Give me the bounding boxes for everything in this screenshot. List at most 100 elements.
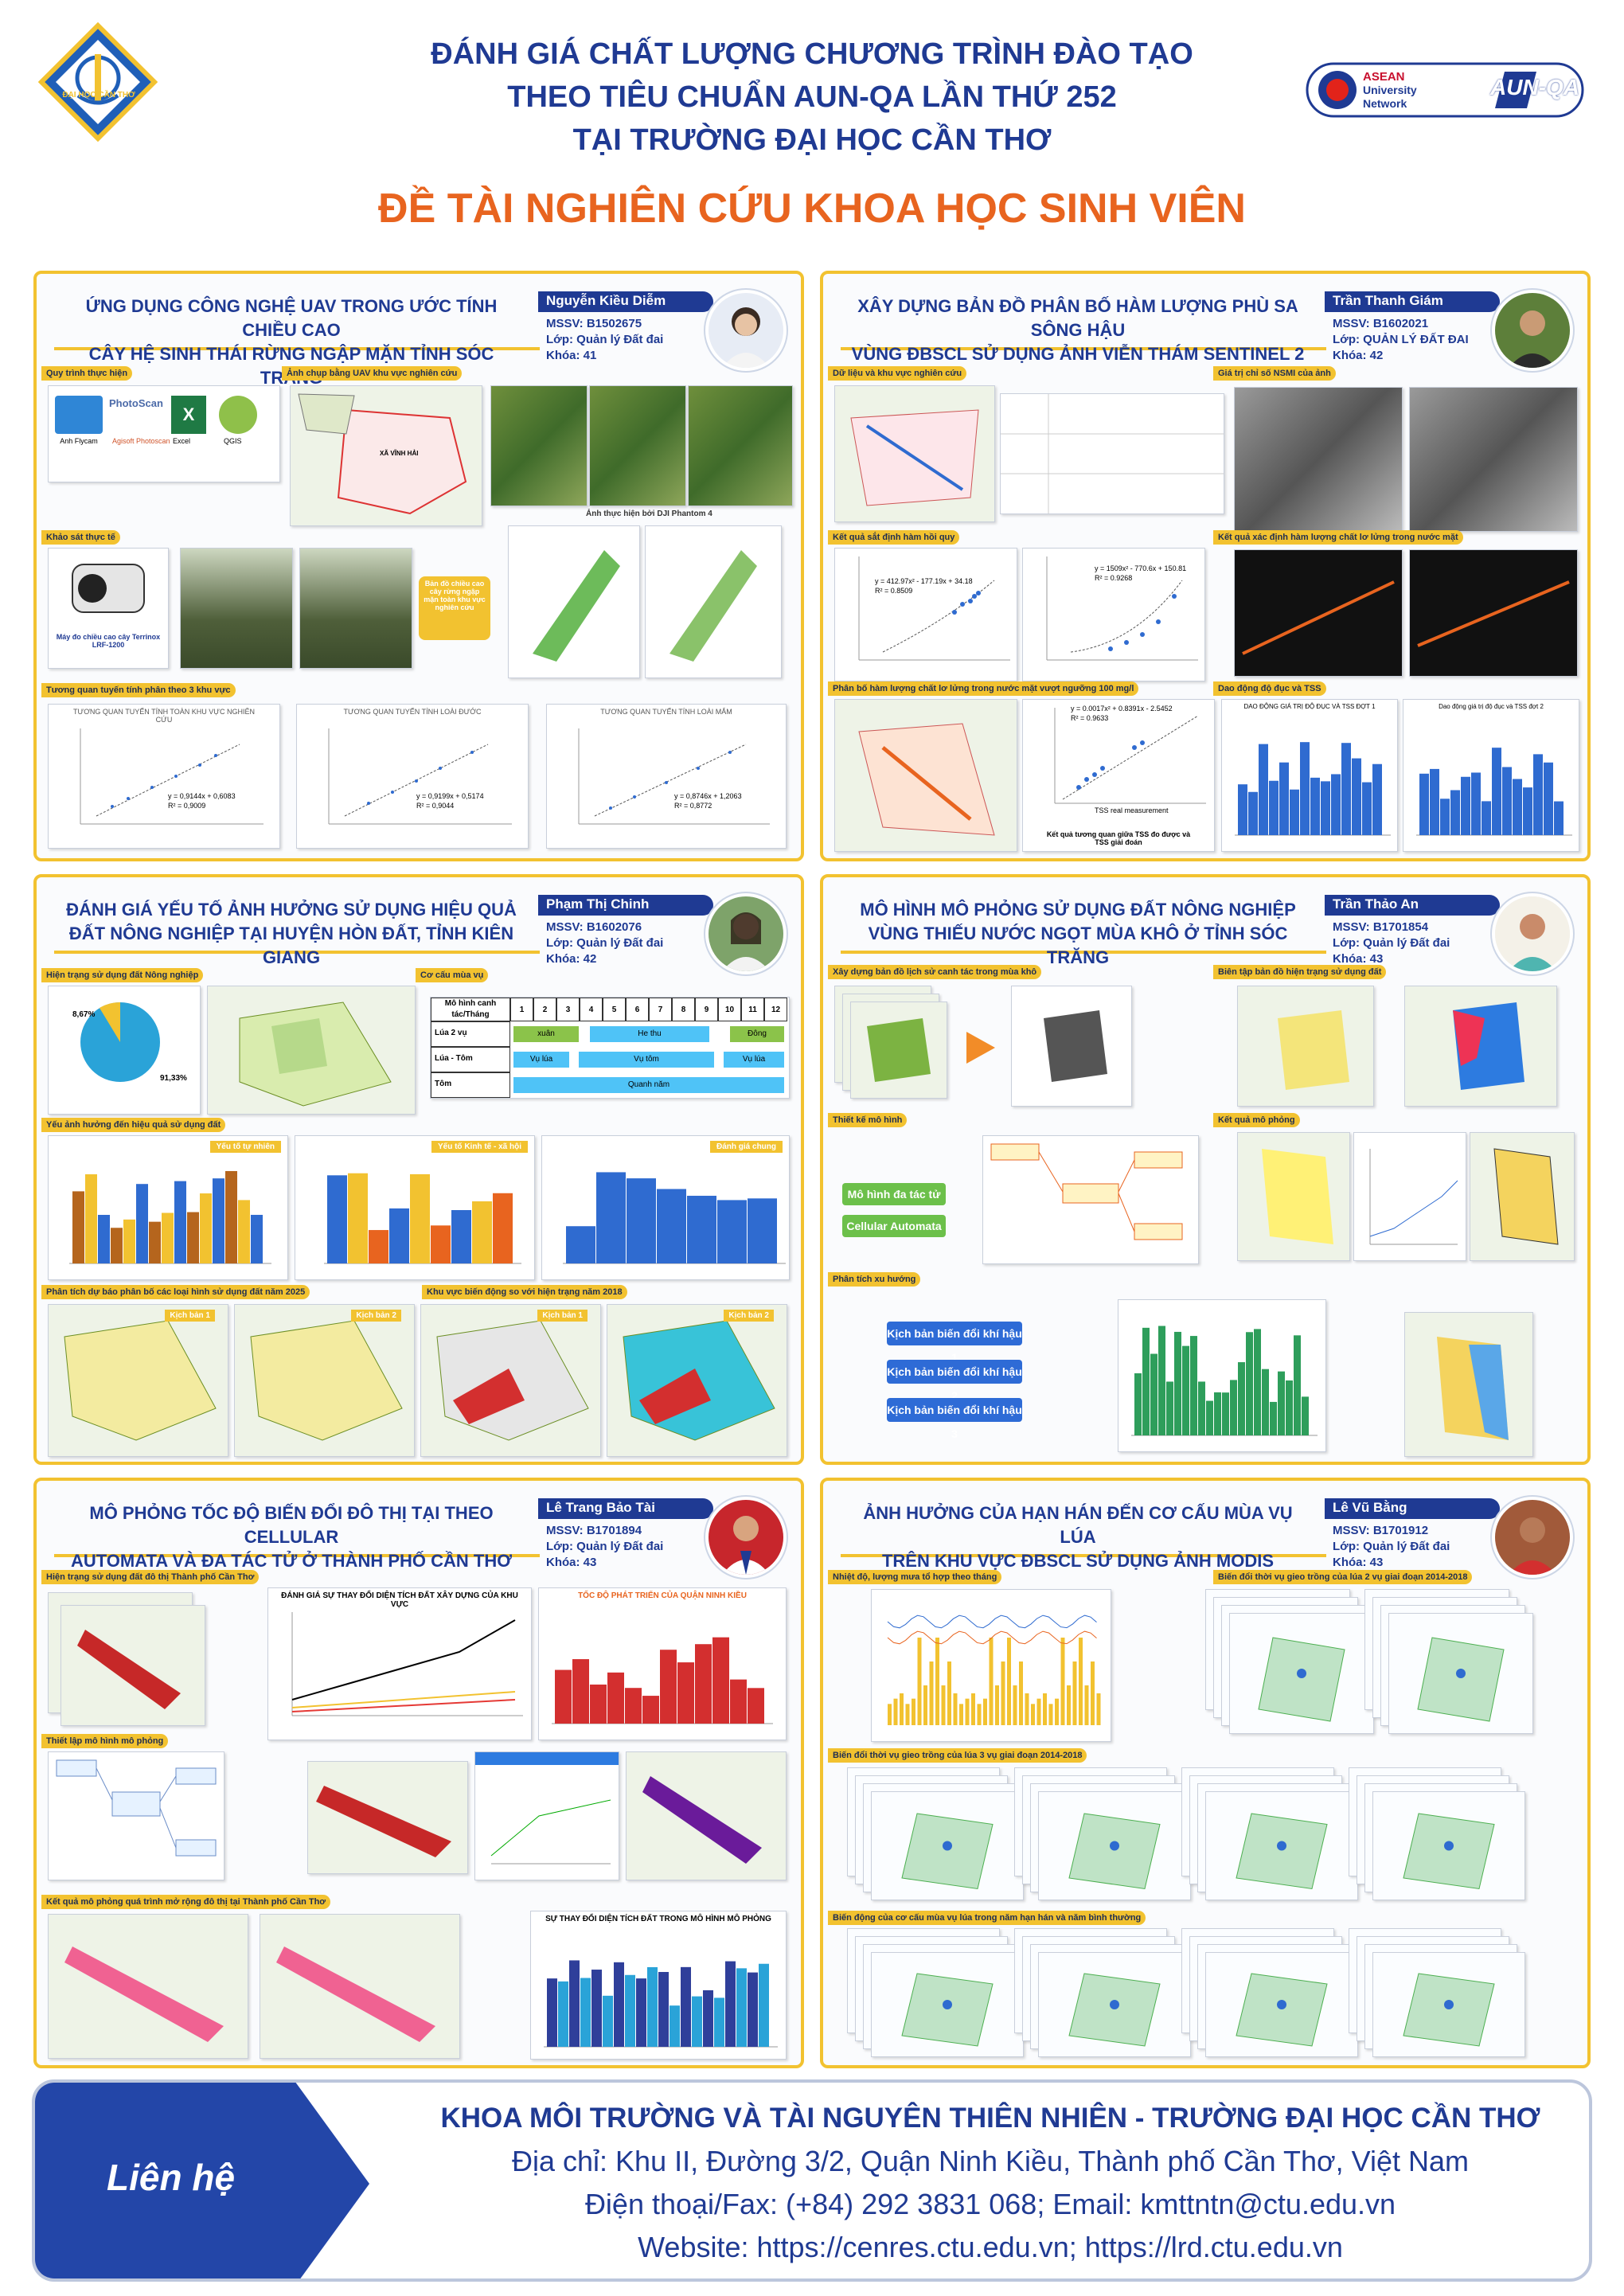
bar xyxy=(965,1698,970,1725)
author-class: Lớp: Quản lý Đất đai xyxy=(546,1540,664,1553)
month-cell: 5 xyxy=(603,998,626,1021)
bar xyxy=(1091,1661,1095,1725)
bar xyxy=(703,1989,713,2047)
bar xyxy=(1262,1369,1269,1435)
bar xyxy=(410,1173,430,1263)
section-label: Dữ liệu và khu vực nghiên cứu xyxy=(828,366,967,381)
bar xyxy=(1269,780,1279,835)
bar xyxy=(1019,1661,1023,1725)
bar xyxy=(905,1704,910,1725)
ctu-logo-text: ĐẠI HỌC CẦN THƠ xyxy=(62,91,135,100)
workflow-step: Agisoft Photoscan xyxy=(112,437,170,445)
table-row-label: Lúa 2 vụ xyxy=(431,1021,510,1047)
month-cell: 12 xyxy=(764,998,787,1021)
result-map xyxy=(260,1914,460,2059)
bar xyxy=(1198,1381,1205,1435)
phone-email[interactable]: Điện thoại/Fax: (+84) 292 3831 068; Emai… xyxy=(584,2188,1396,2220)
bar xyxy=(725,1961,736,2047)
map-thumbnail xyxy=(1205,1952,1358,2057)
chart-title: TƯƠNG QUAN TUYẾN TÍNH TOÀN KHU VỰC NGHIÊ… xyxy=(73,708,255,724)
model-button[interactable]: Mô hình đa tác tử xyxy=(842,1183,946,1205)
panel-uav-height: ỨNG DỤNG CÔNG NGHỆ UAV TRONG ƯỚC TÍNH CH… xyxy=(33,271,804,861)
chart-title: TƯƠNG QUAN TUYẾN TÍNH LOÀI ĐƯỚC xyxy=(343,708,482,716)
map-thumbnail xyxy=(1205,1791,1358,1900)
trend-map xyxy=(1404,1312,1533,1457)
bar xyxy=(1286,1380,1293,1435)
panel-drought-rice: ẢNH HƯỞNG CỦA HẠN HÁN ĐẾN CƠ CẤU MÙA VỤ … xyxy=(820,1478,1591,2068)
scenario-button[interactable]: Kịch bản biến đổi khí hậu 3 xyxy=(887,1398,1022,1440)
asean-line-1: ASEAN xyxy=(1363,70,1405,84)
table-row-label: Tôm xyxy=(431,1072,510,1098)
rangefinder-photo: Máy đo chiều cao cây Terrinox LRF-1200 xyxy=(48,548,169,669)
chart-title: TỐC ĐỘ PHÁT TRIỂN CỦA QUẬN NINH KIỀU xyxy=(578,1591,747,1600)
section-label: Kết quả xác định hàm lượng chất lơ lửng … xyxy=(1213,530,1463,545)
bar xyxy=(657,1189,686,1263)
map-callout: Bản đồ chiều cao cây rừng ngập mặn toàn … xyxy=(419,576,490,640)
bar xyxy=(1279,762,1289,835)
section-label: Hiện trạng sử dụng đất Nông nghiệp xyxy=(41,968,204,982)
bar xyxy=(736,1968,747,2047)
model-diagram xyxy=(982,1135,1199,1264)
author-class: Lớp: Quản lý Đất đai xyxy=(1333,936,1450,950)
simulation-map xyxy=(307,1761,468,1874)
bar xyxy=(607,1672,624,1724)
scatter-chart: TƯƠNG QUAN TUYẾN TÍNH LOÀI MẮM y = 0,874… xyxy=(546,704,787,849)
author-name: Trần Thảo An xyxy=(1333,896,1419,912)
bar xyxy=(187,1212,199,1263)
scenario-button[interactable]: Kịch bản biến đổi khí hậu 2 xyxy=(887,1360,1022,1402)
series-line xyxy=(887,1615,1097,1629)
month-cell: 6 xyxy=(626,998,649,1021)
section-label: Xây dựng bản đồ lịch sử canh tác trong m… xyxy=(828,965,1042,979)
bar xyxy=(1238,784,1247,835)
bar xyxy=(1341,743,1351,835)
author-cohort: Khóa: 42 xyxy=(1333,349,1384,362)
bar xyxy=(1254,1329,1261,1435)
bar xyxy=(1430,768,1439,835)
website-links[interactable]: Website: https://cenres.ctu.edu.vn; http… xyxy=(638,2231,1343,2263)
bar xyxy=(72,1191,84,1263)
bar xyxy=(748,1198,777,1263)
bar xyxy=(959,1704,963,1725)
bar xyxy=(348,1173,368,1263)
panel-title: MÔ HÌNH MÔ PHỎNG SỬ DỤNG ĐẤT NÔNG NGHIỆP… xyxy=(860,900,1296,967)
section-label: Yếu ảnh hưởng đến hiệu quả sử dụng đất xyxy=(41,1118,226,1132)
address: Địa chỉ: Khu II, Đường 3/2, Quận Ninh Ki… xyxy=(512,2145,1469,2177)
map-thumbnail xyxy=(871,1791,1024,1900)
uav-photo xyxy=(688,385,793,506)
model-button[interactable]: Cellular Automata xyxy=(842,1215,946,1237)
bar xyxy=(714,1997,724,2047)
section-label: Hiện trạng sử dụng đất đô thị Thành phố … xyxy=(41,1570,260,1584)
factor-chart: Yếu tố Kinh tế - xã hội xyxy=(295,1135,535,1280)
equation: y = 412.97x² - 177.19x + 34.18 xyxy=(875,577,973,585)
bar xyxy=(1310,777,1320,835)
scatter-chart: TƯƠNG QUAN TUYẾN TÍNH LOÀI ĐƯỚC y = 0,91… xyxy=(296,704,529,849)
bar xyxy=(547,1978,557,2047)
workflow-step: Anh Flycam xyxy=(60,437,98,445)
bar xyxy=(681,1966,691,2047)
simulation-map xyxy=(1470,1132,1575,1261)
scenario-label: Kịch bản 2 xyxy=(724,1310,774,1322)
asean-line-2: University xyxy=(1363,84,1417,96)
section-label: Quy trình thực hiện xyxy=(41,366,133,381)
bar xyxy=(1055,1698,1059,1725)
bar xyxy=(1060,1638,1065,1725)
author-block: Phạm Thị Chinh MSSV: B1602076 Lớp: Quản … xyxy=(538,893,801,974)
map-thumbnail xyxy=(1038,1952,1191,2057)
regression-chart: y = 1509x² - 770.6x + 150.81 R² = 0.9268 xyxy=(1022,548,1205,681)
r-squared: R² = 0,8772 xyxy=(674,802,712,810)
change-map: Kịch bản 2 xyxy=(607,1304,787,1457)
turbidity-chart: Dao động giá trị độ đục và TSS đợt 2 xyxy=(1403,699,1579,852)
footer-contact: Liên hệ KHOA MÔI TRƯỜNG VÀ TÀI NGUYÊN TH… xyxy=(32,2079,1592,2282)
trend-chart xyxy=(1118,1299,1326,1452)
bar xyxy=(1158,1326,1165,1435)
author-name: Lê Vũ Bằng xyxy=(1333,1500,1407,1515)
bar xyxy=(1248,791,1258,835)
asean-line-3: Network xyxy=(1363,97,1407,110)
contact-badge: Liên hệ xyxy=(35,2083,369,2278)
bar xyxy=(580,1978,591,2047)
scenario-button[interactable]: Kịch bản biến đổi khí hậu 1 xyxy=(887,1322,1022,1364)
bar xyxy=(1554,801,1563,835)
author-mssv: MSSV: B1701894 xyxy=(546,1524,642,1537)
uav-photo xyxy=(589,385,686,506)
section-label: Cơ cấu mùa vụ xyxy=(416,968,489,982)
